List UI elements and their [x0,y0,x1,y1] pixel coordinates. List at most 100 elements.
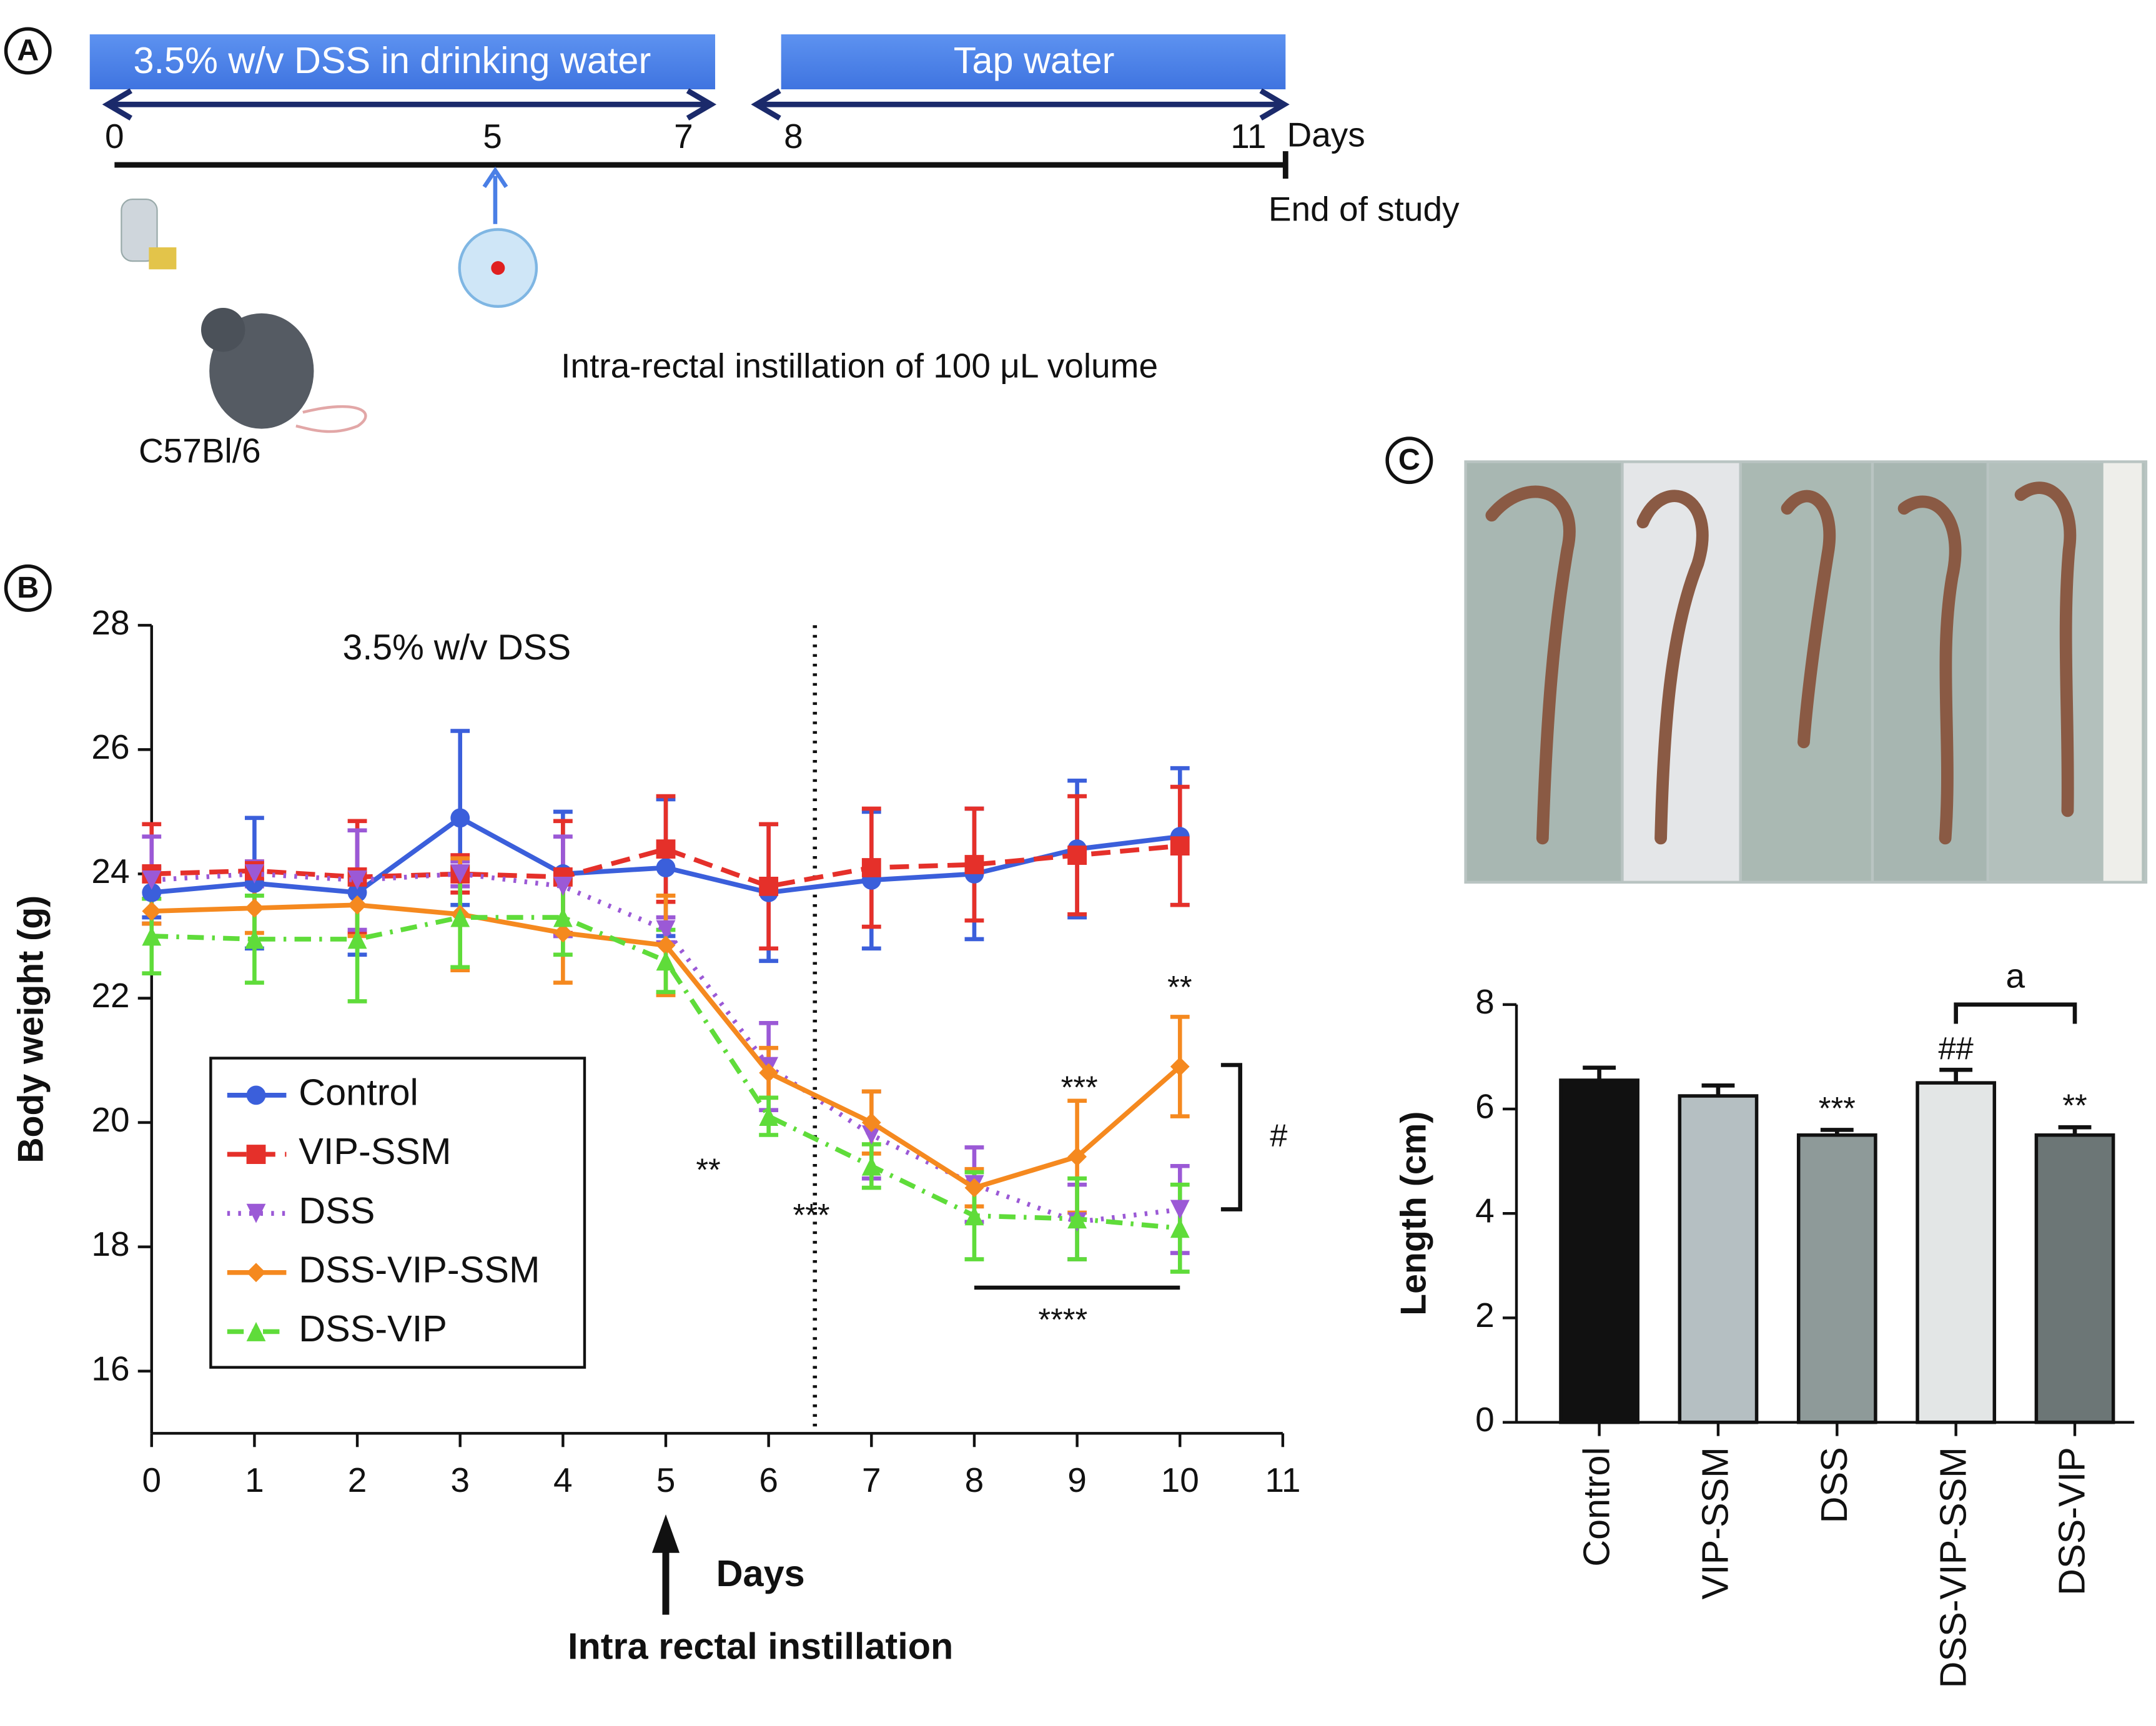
x-tick-label: 2 [348,1461,367,1499]
legend-label: DSS-VIP-SSM [299,1248,540,1290]
marker [347,870,367,890]
series-line [151,871,1180,1225]
error-bar [1939,1067,1973,1083]
marker [553,907,573,927]
mouse-label: C57Bl/6 [139,432,261,470]
significance: ## [1939,1030,1974,1066]
marker [861,858,881,877]
x-tick-label: VIP-SSM [1694,1447,1736,1599]
y-tick-label: 22 [91,976,129,1015]
y-tick-label: 6 [1475,1087,1495,1125]
bracket-label: a [2006,956,2025,995]
marker [142,882,162,902]
marker [964,1206,984,1226]
marker [246,1145,266,1164]
legend-label: Control [299,1072,418,1113]
marker [246,1203,266,1223]
panel-badge [4,564,52,612]
annotation: *** [793,1197,830,1233]
marker [245,929,264,949]
mouse-tail [295,405,367,433]
legend-label: VIP-SSM [299,1130,451,1172]
x-tick-label: 8 [965,1461,984,1499]
annotation: ** [696,1152,720,1188]
y-axis-label: Body weight (g) [11,895,51,1163]
marker [759,1063,779,1083]
day-label: 5 [483,117,502,155]
significance: ** [2062,1088,2087,1123]
panel-a: 3.5% w/v DSS in drinking water Tap water… [89,34,1460,470]
photo-tile [1874,463,1987,881]
end-label: End of study [1268,189,1460,228]
nanoparticle-core [491,261,505,275]
bar [2034,1133,2115,1424]
day-label: 0 [105,117,124,155]
panel-badge [1385,436,1433,485]
photo-tile [1623,463,1739,881]
day-label: 7 [674,117,693,155]
legend-label: DSS [299,1190,375,1231]
x-tick-label: DSS-VIP-SSM [1932,1447,1974,1688]
dss-box [89,34,716,90]
marker [656,951,676,971]
annotation: *** [1061,1069,1098,1105]
marker [656,920,676,940]
marker [656,935,676,955]
x-tick-label: 9 [1067,1461,1087,1499]
x-tick-label: DSS-VIP [2051,1447,2093,1595]
marker [142,926,162,946]
x-tick-label: 3 [450,1461,470,1499]
y-tick-label: 16 [91,1349,129,1388]
sig-bracket [1220,1063,1242,1211]
marker [656,839,676,859]
instillation-label: Intra-rectal instillation of 100 μL volu… [561,346,1158,385]
annotation: ** [1167,969,1192,1005]
panel-labels: A B C [4,27,1433,612]
x-tick-label: Control [1575,1447,1617,1567]
x-tick-label: 1 [245,1461,264,1499]
note: 3.5% w/v DSS [343,628,571,668]
marker [347,882,367,902]
marker [1067,1209,1087,1229]
x-tick-label: DSS [1813,1447,1855,1523]
y-tick-label: 2 [1475,1296,1495,1334]
x-tick-label: 10 [1161,1461,1199,1499]
bar [1796,1133,1877,1424]
marker [245,864,264,884]
marker [964,1178,984,1198]
marker [656,858,676,877]
y-tick-label: 0 [1475,1400,1495,1439]
day-label: 8 [784,117,803,155]
error-bar [1583,1065,1616,1080]
marker [1170,1057,1190,1077]
bar [1916,1081,1997,1424]
marker [1170,1200,1190,1220]
marker [142,870,162,890]
y-axis-label: Length (cm) [1393,1112,1433,1316]
marker [861,1156,881,1176]
marker [861,1113,881,1132]
x-tick-label: 11 [1265,1461,1300,1499]
y-tick-label: 28 [91,603,129,642]
sig-bracket [1954,1002,2077,1024]
y-tick-label: 4 [1475,1191,1495,1230]
legend-label: DSS-VIP [299,1308,447,1349]
annotation: # [1270,1118,1287,1153]
series-line [151,843,1180,889]
marker [246,1263,266,1283]
bottle-tip [149,247,177,270]
marker [347,929,367,949]
period-arrows [102,88,1290,121]
x-tick-label: 4 [553,1461,573,1499]
marker [759,1107,779,1127]
marker [759,876,779,896]
error-bar [1701,1083,1735,1097]
panel-label: B [17,571,39,604]
tap-label: Tap water [954,39,1115,81]
panel-badge [4,27,52,75]
marker [142,901,162,921]
marker [964,855,984,874]
dss-label: 3.5% w/v DSS in drinking water [134,39,651,81]
